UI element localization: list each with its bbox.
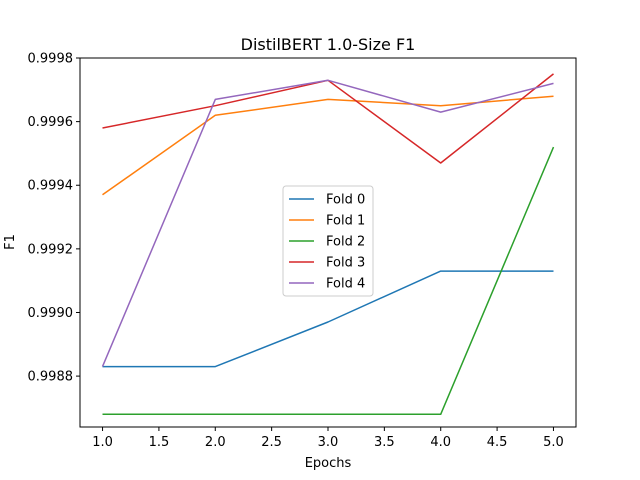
series-lines <box>101 73 555 416</box>
y-tick-label: 0.9996 <box>28 115 74 130</box>
series-line-fold-1 <box>102 95 554 196</box>
legend-label: Fold 2 <box>326 235 365 250</box>
series-line-fold-2 <box>102 146 555 416</box>
series-line-fold-3 <box>102 73 554 164</box>
legend-label: Fold 4 <box>326 277 365 292</box>
legend-label: Fold 3 <box>326 256 365 271</box>
x-tick-label: 1.5 <box>149 435 170 450</box>
x-axis-label: Epochs <box>305 456 352 471</box>
legend-label: Fold 1 <box>326 214 365 229</box>
y-tick-label: 0.9992 <box>28 242 74 257</box>
y-tick-label: 0.9988 <box>28 370 74 385</box>
x-tick-label: 1.0 <box>92 435 113 450</box>
y-tick-label: 0.9994 <box>28 179 74 194</box>
y-axis-label: F1 <box>3 234 18 250</box>
x-axis: 1.0 1.5 2.0 2.5 3.0 3.5 4.0 4.5 5.0 <box>92 427 564 450</box>
legend: Fold 0 Fold 1 Fold 2 Fold 3 Fold 4 <box>282 185 374 297</box>
legend-label: Fold 0 <box>326 193 365 208</box>
legend-box <box>282 185 374 297</box>
y-tick-label: 0.9990 <box>28 306 74 321</box>
series-line-fold-0 <box>102 270 554 368</box>
x-tick-label: 2.0 <box>205 435 226 450</box>
y-tick-label: 0.9998 <box>28 52 74 67</box>
x-tick-label: 4.0 <box>430 435 451 450</box>
x-tick-label: 3.0 <box>318 435 339 450</box>
x-tick-label: 2.5 <box>261 435 282 450</box>
x-tick-label: 4.5 <box>487 435 508 450</box>
y-axis: 0.9988 0.9990 0.9992 0.9994 0.9996 0.9998 <box>28 52 80 385</box>
series-line-fold-4 <box>101 79 554 367</box>
chart-title: DistilBERT 1.0-Size F1 <box>241 35 416 54</box>
x-tick-label: 5.0 <box>543 435 564 450</box>
x-tick-label: 3.5 <box>374 435 395 450</box>
